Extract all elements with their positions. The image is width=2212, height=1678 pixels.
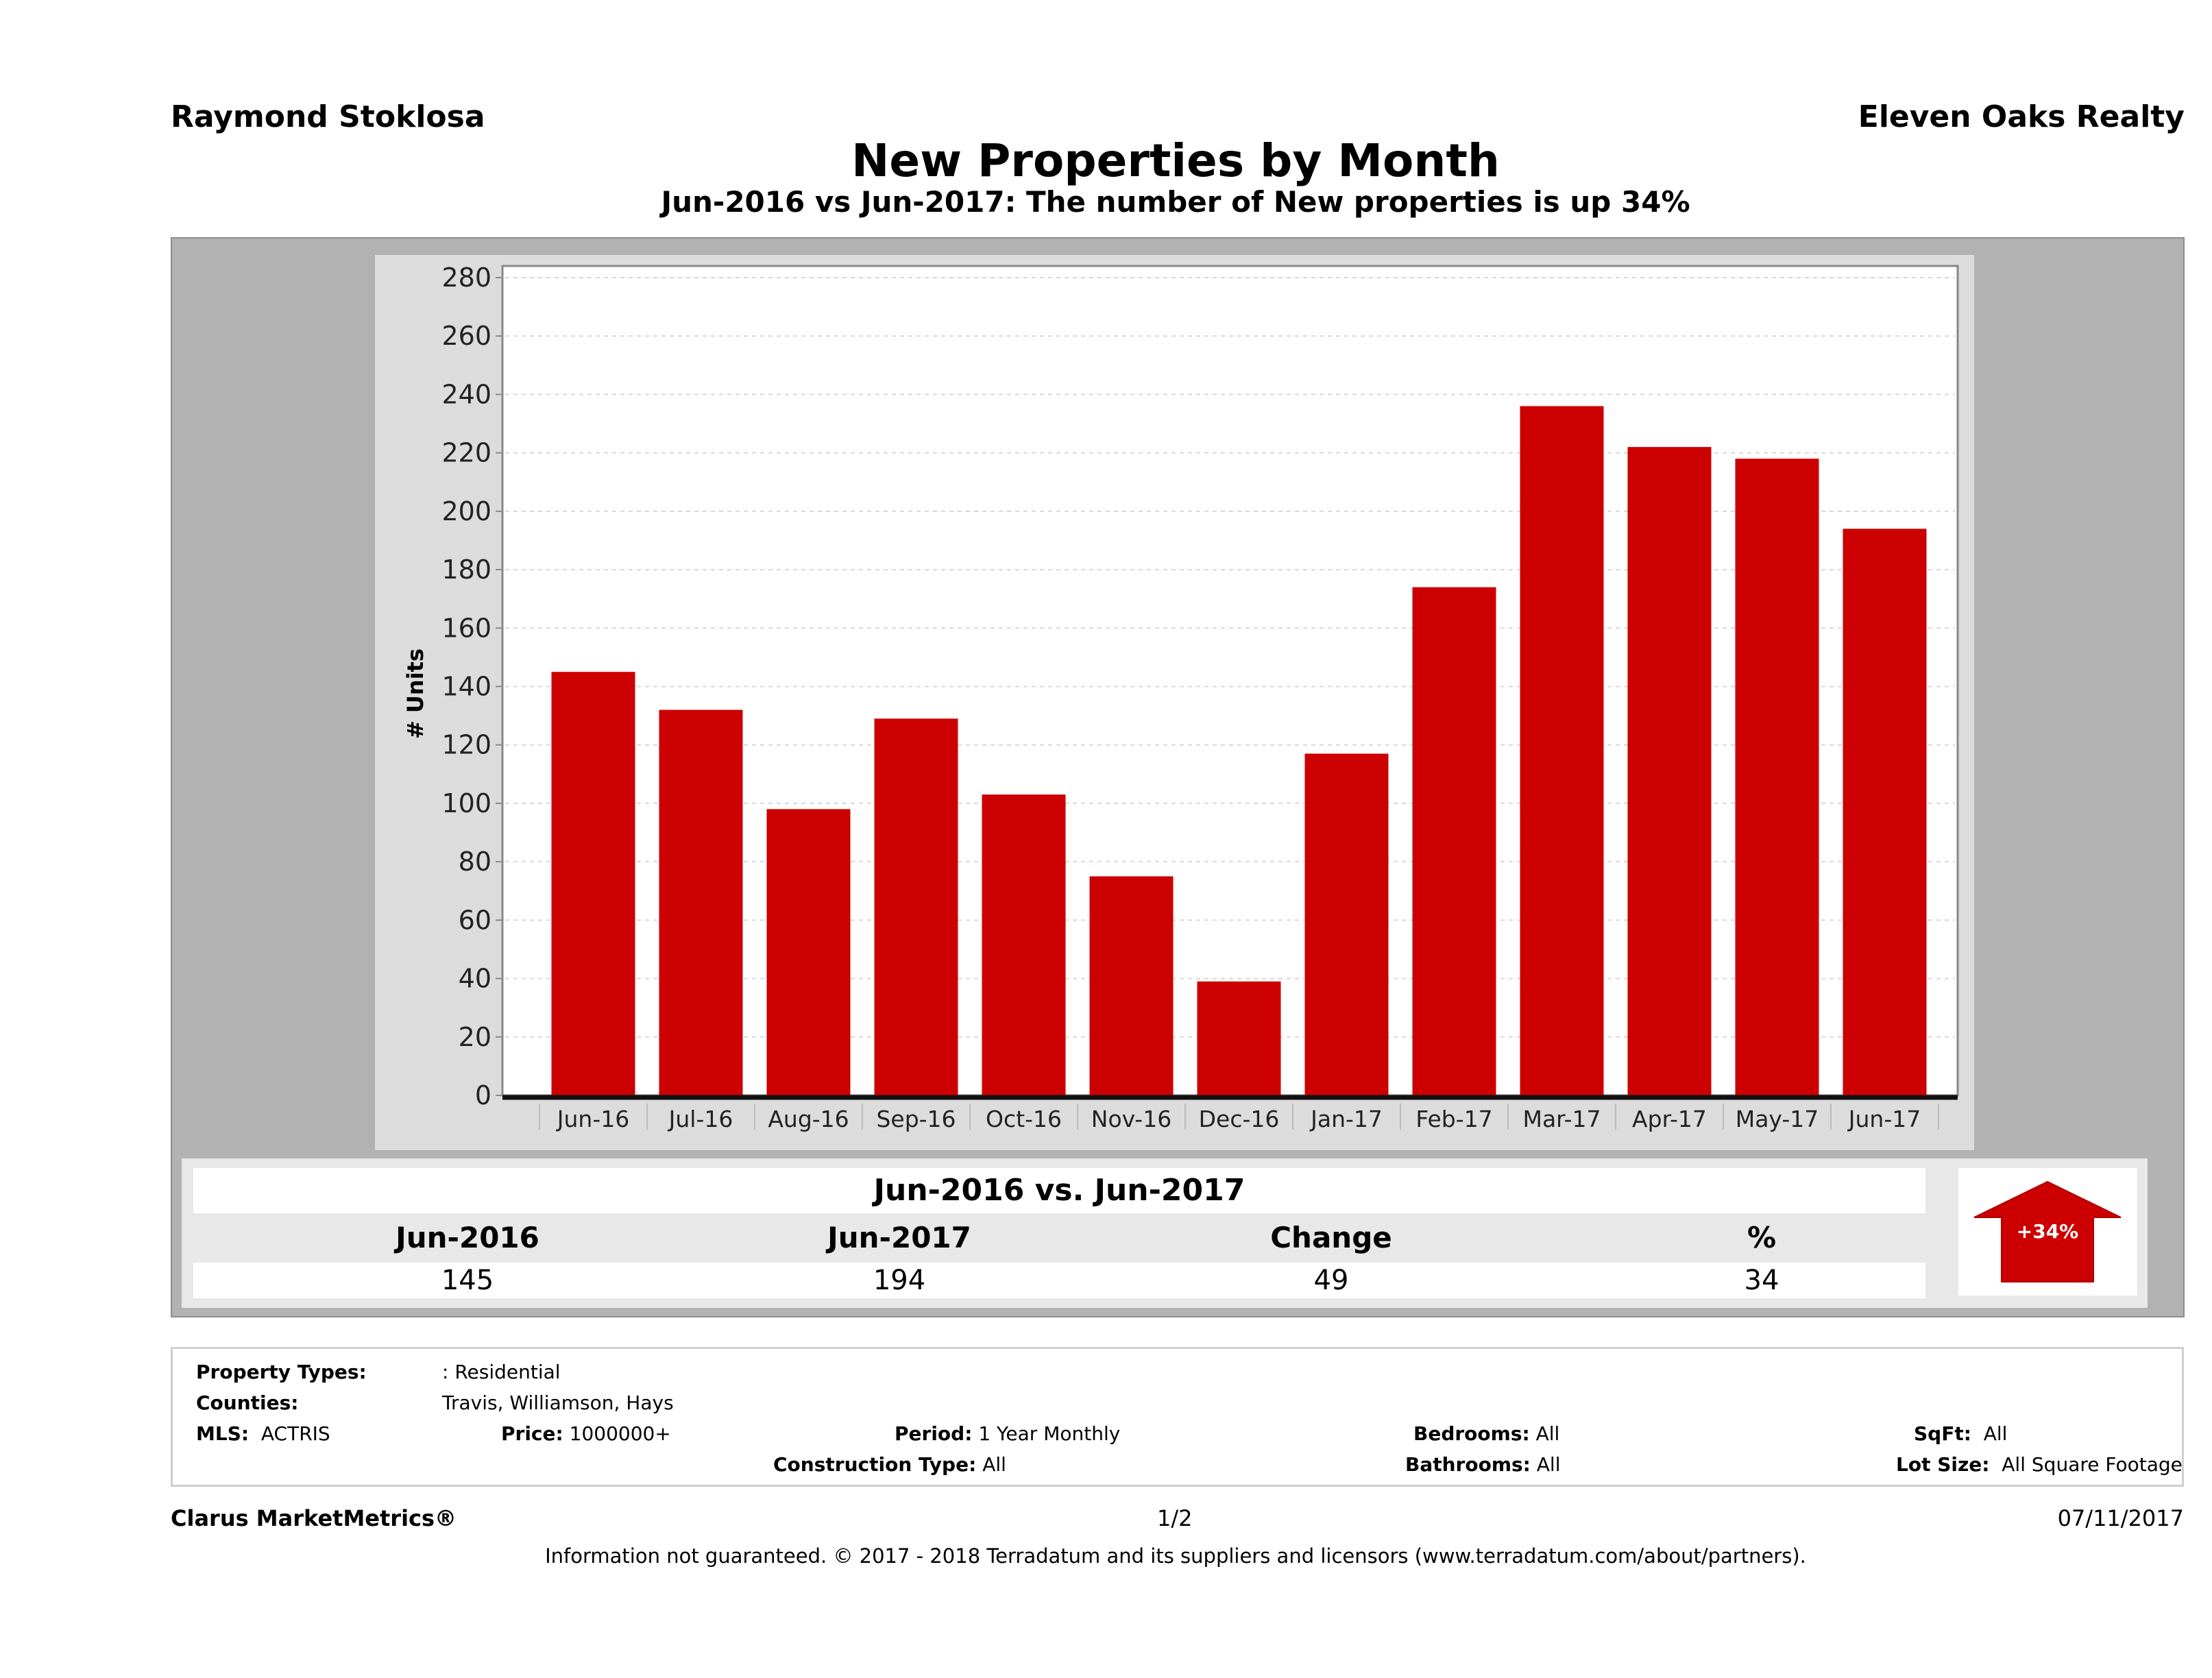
- y-tick-label: 240: [441, 379, 491, 409]
- x-tick-label: Apr-17: [1632, 1106, 1707, 1132]
- bar-chart: 020406080100120140160180200220240260280 …: [402, 263, 1959, 1132]
- bar-feb-17: [1412, 587, 1496, 1095]
- bar-jun-16: [551, 672, 635, 1095]
- bar-dec-16: [1197, 981, 1281, 1095]
- filter-bedrooms: Bedrooms: All: [1413, 1422, 1560, 1445]
- summary-title: Jun-2016 vs. Jun-2017: [193, 1168, 1925, 1213]
- page-subtitle: Jun-2016 vs Jun-2017: The number of New …: [661, 185, 1690, 219]
- x-tick-label: Jan-17: [1309, 1106, 1383, 1132]
- summary-header-percent: %: [1747, 1221, 1777, 1254]
- change-badge: +34%: [1958, 1168, 2137, 1296]
- filter-property-types-label: Property Types:: [196, 1361, 367, 1383]
- y-tick-label: 100: [441, 788, 491, 818]
- y-tick-label: 220: [441, 438, 491, 468]
- footer-brand: Clarus MarketMetrics®: [171, 1505, 457, 1531]
- x-tick-label: Jun-16: [556, 1106, 629, 1132]
- y-tick-label: 280: [441, 263, 491, 293]
- filter-construction-type: Construction Type: All: [773, 1453, 1006, 1476]
- y-tick-label: 160: [441, 613, 491, 643]
- plot-area: [501, 265, 1959, 1097]
- bar-sep-16: [874, 718, 958, 1095]
- bar-jun-17: [1843, 528, 1927, 1095]
- x-tick-label: Nov-16: [1091, 1106, 1171, 1132]
- y-tick-label: 200: [441, 496, 491, 526]
- footer-disclaimer: Information not guaranteed. © 2017 - 201…: [545, 1544, 1806, 1568]
- bar-nov-16: [1089, 876, 1174, 1095]
- summary-header-jun2016: Jun-2016: [396, 1221, 539, 1254]
- agent-name: Raymond Stoklosa: [171, 99, 485, 134]
- bar-mar-17: [1520, 406, 1604, 1095]
- filter-lot-size: Lot Size: All Square Footage: [1896, 1453, 2183, 1476]
- y-tick-label: 0: [475, 1080, 491, 1110]
- filter-info-box: [171, 1347, 2184, 1487]
- y-tick-label: 260: [441, 321, 491, 351]
- summary-value-percent: 34: [1744, 1265, 1779, 1296]
- summary-header-jun2017: Jun-2017: [827, 1221, 971, 1254]
- x-tick-label: Feb-17: [1415, 1106, 1492, 1132]
- filter-price: Price: 1000000+: [501, 1422, 671, 1445]
- company-name: Eleven Oaks Realty: [1858, 99, 2185, 134]
- up-arrow-icon: +34%: [1973, 1180, 2122, 1282]
- filter-sqft: SqFt: All: [1914, 1422, 2008, 1445]
- summary-value-change: 49: [1313, 1265, 1349, 1296]
- filter-counties-label: Counties:: [196, 1391, 299, 1414]
- chart-panel: 0 20 40 60 80 100 120 140 160 180 200 220 240 260 280 …: [375, 255, 1974, 1150]
- bar-jul-16: [659, 709, 743, 1095]
- bar-oct-16: [982, 794, 1066, 1095]
- x-tick-label: Jul-16: [668, 1106, 733, 1132]
- y-axis-label: # Units: [402, 648, 428, 739]
- bar-apr-17: [1627, 447, 1712, 1095]
- page-title: New Properties by Month: [851, 134, 1500, 187]
- summary-value-jun2017: 194: [873, 1265, 926, 1296]
- footer-date: 07/11/2017: [2057, 1505, 2184, 1531]
- y-tick-label: 40: [459, 964, 491, 994]
- bar-may-17: [1735, 459, 1819, 1095]
- y-tick-label: 180: [441, 555, 491, 585]
- summary-value-row: 145 194 49 34: [193, 1263, 1925, 1298]
- footer-page-number: 1/2: [1157, 1505, 1193, 1531]
- bar-jan-17: [1304, 753, 1389, 1095]
- x-tick-label: Mar-17: [1522, 1106, 1601, 1132]
- x-tick-label: May-17: [1736, 1106, 1819, 1132]
- filter-property-types-value: : Residential: [442, 1361, 561, 1383]
- y-tick-label: 20: [459, 1022, 491, 1052]
- y-tick-label: 120: [441, 730, 491, 760]
- x-tick-label: Oct-16: [986, 1106, 1062, 1132]
- summary-header-row: Jun-2016 Jun-2017 Change %: [193, 1216, 1925, 1260]
- y-tick-label: 140: [441, 672, 491, 702]
- summary-header-change: Change: [1270, 1221, 1392, 1254]
- filter-mls: MLS: ACTRIS: [196, 1422, 330, 1445]
- filter-counties-value: Travis, Williamson, Hays: [442, 1391, 674, 1414]
- summary-value-jun2016: 145: [441, 1265, 494, 1296]
- x-tick-label: Dec-16: [1199, 1106, 1280, 1132]
- change-badge-label: +34%: [2017, 1220, 2078, 1243]
- y-tick-label: 60: [459, 905, 491, 935]
- y-tick-label: 80: [459, 847, 491, 877]
- filter-period: Period: 1 Year Monthly: [895, 1422, 1121, 1445]
- x-tick-label: Jun-17: [1847, 1106, 1921, 1132]
- bar-aug-16: [766, 809, 851, 1095]
- x-tick-label: Sep-16: [876, 1106, 956, 1132]
- x-tick-label: Aug-16: [768, 1106, 849, 1132]
- filter-bathrooms: Bathrooms: All: [1405, 1453, 1561, 1476]
